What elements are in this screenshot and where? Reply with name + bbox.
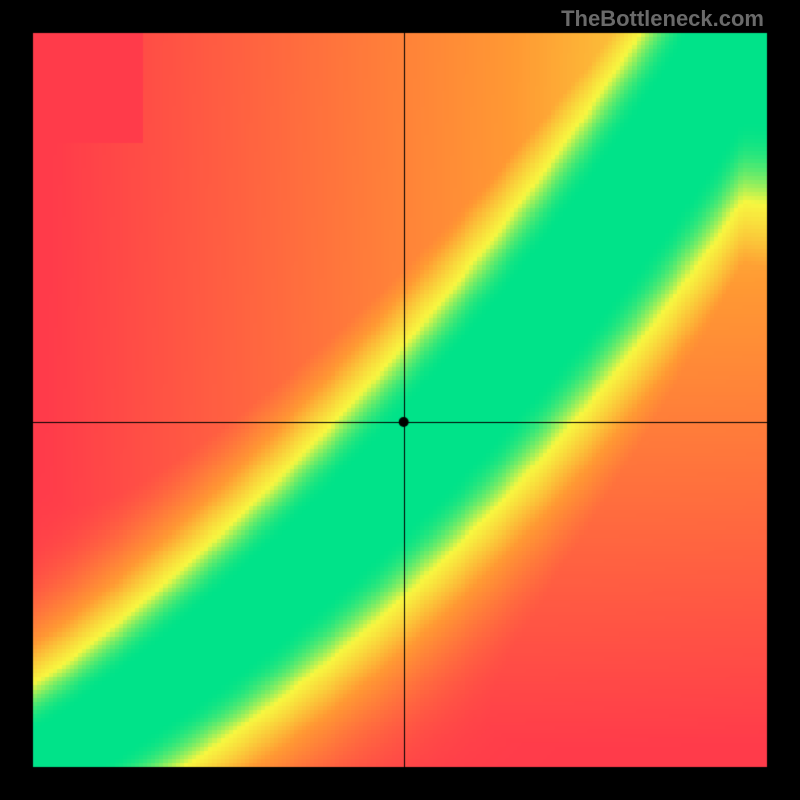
chart-container: TheBottleneck.com [0,0,800,800]
watermark-text: TheBottleneck.com [561,6,764,32]
heatmap-canvas [0,0,800,800]
